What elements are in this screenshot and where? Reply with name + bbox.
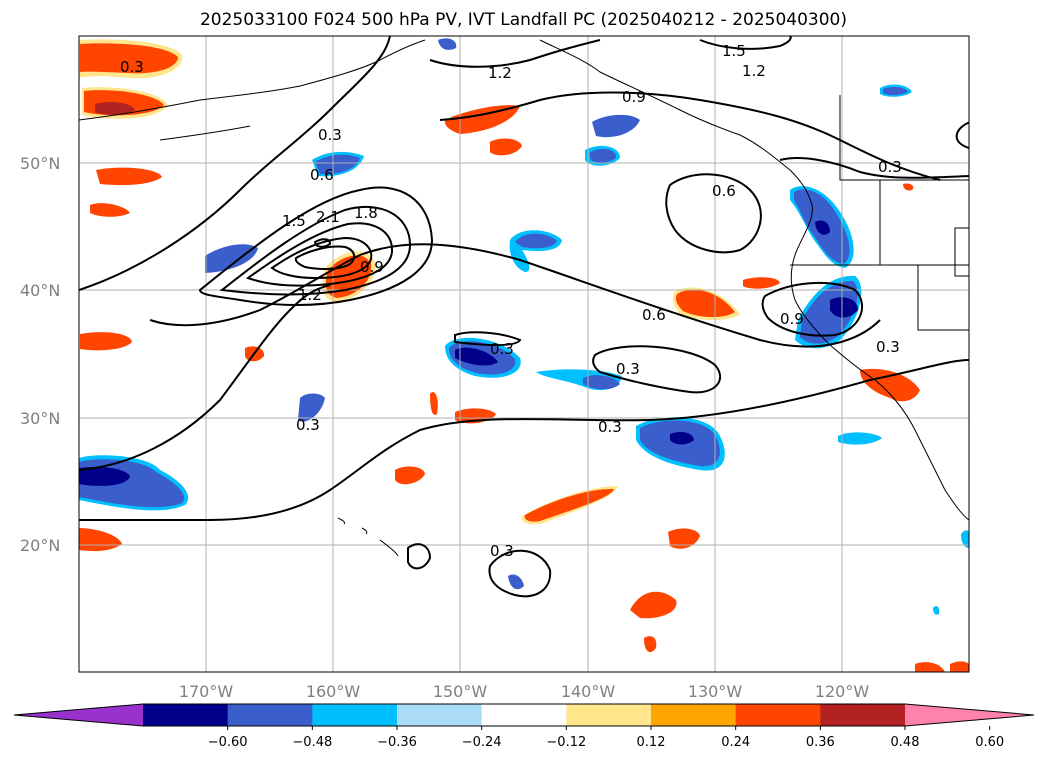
contour-label: 0.9: [780, 310, 804, 328]
colorbar-segment: [651, 704, 737, 726]
lon-label: 120°W: [815, 682, 870, 701]
contour-label: 0.6: [712, 182, 736, 200]
contour-label: 0.3: [490, 340, 514, 358]
lon-label: 160°W: [306, 682, 361, 701]
lon-label: 150°W: [433, 682, 488, 701]
colorbar-extend-low: [14, 704, 143, 726]
latitude-labels: 20°N 30°N 40°N 50°N: [20, 154, 60, 555]
colorbar-tick-label: 0.24: [721, 735, 750, 750]
contour-label: 0.9: [360, 258, 384, 276]
contour-label: 0.3: [318, 126, 342, 144]
lon-label: 140°W: [561, 682, 616, 701]
contour-label: 0.3: [120, 58, 144, 76]
map-title: 2025033100 F024 500 hPa PV, IVT Landfall…: [199, 10, 847, 30]
colorbar-extend-high: [905, 704, 1034, 726]
pv-anomaly-fills: [79, 38, 969, 672]
contour-label: 0.3: [876, 338, 900, 356]
contour-label: 0.3: [616, 360, 640, 378]
colorbar-segment: [227, 704, 313, 726]
contour-label: 0.3: [598, 418, 622, 436]
colorbar-tick-label: −0.12: [546, 735, 586, 750]
colorbar-tick-label: 0.48: [891, 735, 920, 750]
contour-label: 1.2: [742, 62, 766, 80]
colorbar-tick-label: 0.60: [975, 735, 1004, 750]
lat-label: 50°N: [20, 154, 60, 173]
lat-label: 40°N: [20, 281, 60, 300]
pv-contours: [79, 36, 969, 598]
colorbar: −0.60 −0.48 −0.36 −0.24 −0.12 0.12 0.24 0.36 0.4…: [13, 703, 1035, 750]
contour-label: 1.8: [354, 204, 378, 222]
contour-label: 0.3: [878, 158, 902, 176]
map-frame: [78, 35, 970, 673]
colorbar-segment: [566, 704, 652, 726]
colorbar-tick-label: −0.60: [208, 735, 248, 750]
lon-label: 130°W: [688, 682, 743, 701]
lat-label: 20°N: [20, 536, 60, 555]
colorbar-tick-label: 0.36: [806, 735, 835, 750]
contour-labels: 0.3 0.3 0.3 0.3 0.3 0.3 0.3 0.6 0.6 0.6 …: [120, 42, 902, 560]
colorbar-tick-label: −0.48: [292, 735, 332, 750]
colorbar-tick-label: −0.36: [377, 735, 417, 750]
map-background: [79, 36, 969, 672]
contour-label: 1.2: [488, 64, 512, 82]
contour-label: 0.6: [310, 166, 334, 184]
lat-label: 30°N: [20, 409, 60, 428]
colorbar-tick-label: −0.24: [462, 735, 502, 750]
contour-label: 1.5: [282, 212, 306, 230]
contour-label: 0.9: [622, 88, 646, 106]
colorbar-segment: [735, 704, 821, 726]
colorbar-segment: [312, 704, 398, 726]
lon-label: 170°W: [179, 682, 234, 701]
contour-label: 1.5: [722, 42, 746, 60]
contour-label: 1.2: [298, 286, 322, 304]
colorbar-segment: [481, 704, 567, 726]
contour-label: 2.1: [316, 208, 340, 226]
coastlines: [79, 39, 969, 557]
contour-label: 0.6: [642, 306, 666, 324]
colorbar-segment: [397, 704, 483, 726]
colorbar-segment: [820, 704, 906, 726]
contour-label: 0.3: [490, 542, 514, 560]
contour-label: 0.3: [296, 416, 320, 434]
longitude-labels: 170°W 160°W 150°W 140°W 130°W 120°W: [179, 682, 870, 701]
colorbar-tick-label: 0.12: [637, 735, 666, 750]
colorbar-outline: [13, 703, 1035, 727]
colorbar-segment: [143, 704, 229, 726]
